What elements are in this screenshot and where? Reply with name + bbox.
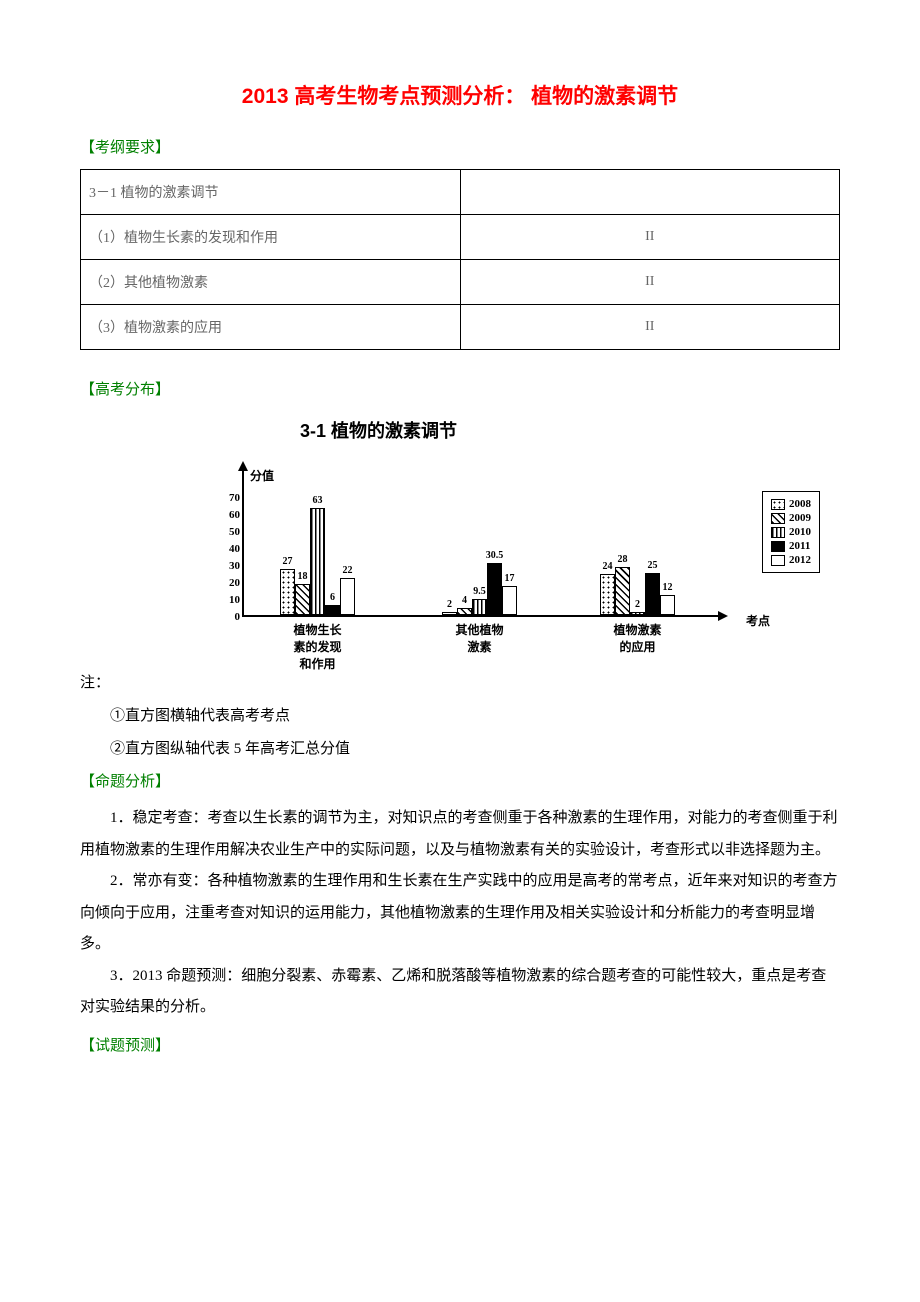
bar: 63 bbox=[310, 508, 325, 615]
page-title: 2013 高考生物考点预测分析： 植物的激素调节 bbox=[80, 80, 840, 110]
legend-label: 2010 bbox=[789, 526, 811, 538]
legend-item: 2010 bbox=[771, 526, 811, 538]
table-cell: （3）植物激素的应用 bbox=[81, 305, 461, 350]
table-cell: （2）其他植物激素 bbox=[81, 260, 461, 305]
chart: 3-1 植物的激素调节 分值 考点 20082009201020112012 0… bbox=[180, 417, 840, 661]
bar-value-label: 28 bbox=[618, 554, 628, 565]
table-row: （1）植物生长素的发现和作用 II bbox=[81, 215, 840, 260]
y-tick: 60 bbox=[218, 509, 240, 521]
bar: 2 bbox=[630, 612, 645, 615]
bar: 18 bbox=[295, 584, 310, 615]
section-prediction: 【试题预测】 bbox=[80, 1034, 840, 1055]
y-axis-label: 分值 bbox=[250, 467, 274, 484]
chart-title: 3-1 植物的激素调节 bbox=[300, 417, 840, 443]
y-tick: 30 bbox=[218, 560, 240, 572]
bar: 9.5 bbox=[472, 599, 487, 615]
legend-item: 2012 bbox=[771, 554, 811, 566]
table-cell-level: II bbox=[460, 215, 840, 260]
bar: 4 bbox=[457, 608, 472, 615]
y-tick: 70 bbox=[218, 492, 240, 504]
y-tick: 10 bbox=[218, 594, 240, 606]
x-axis-arrow bbox=[718, 611, 728, 621]
category-label: 植物生长素的发现和作用 bbox=[280, 621, 355, 672]
notes-intro: 注： bbox=[80, 671, 840, 692]
bar-group: 271863622植物生长素的发现和作用 bbox=[280, 508, 355, 615]
legend-swatch bbox=[771, 541, 785, 552]
y-axis bbox=[242, 469, 244, 617]
section-distribution: 【高考分布】 bbox=[80, 378, 840, 399]
table-cell-level: II bbox=[460, 305, 840, 350]
bar-value-label: 2 bbox=[635, 599, 640, 610]
chart-area: 分值 考点 2008 2009 2010 2011 2012 0 10 20 30 40 50 60… bbox=[180, 451, 820, 661]
bar-value-label: 4 bbox=[462, 595, 467, 606]
bar-value-label: 30.5 bbox=[486, 550, 504, 561]
bar: 22 bbox=[340, 578, 355, 615]
bar-value-label: 2 bbox=[447, 599, 452, 610]
table-header-level bbox=[460, 170, 840, 215]
y-tick: 50 bbox=[218, 526, 240, 538]
bar-value-label: 12 bbox=[663, 582, 673, 593]
x-axis bbox=[242, 615, 720, 617]
y-tick: 40 bbox=[218, 543, 240, 555]
note-2: ②直方图纵轴代表 5 年高考汇总分值 bbox=[80, 737, 840, 758]
bar-value-label: 9.5 bbox=[473, 586, 486, 597]
table-row: （2）其他植物激素 II bbox=[81, 260, 840, 305]
bar-value-label: 22 bbox=[343, 565, 353, 576]
bar: 25 bbox=[645, 573, 660, 616]
bar-group: 242822512植物激素的应用 bbox=[600, 567, 675, 615]
table-row: 3－1 植物的激素调节 bbox=[81, 170, 840, 215]
bar-value-label: 17 bbox=[505, 573, 515, 584]
bar: 30.5 bbox=[487, 563, 502, 615]
legend-item: 2009 bbox=[771, 512, 811, 524]
bar: 24 bbox=[600, 574, 615, 615]
bar-group: 249.530.517其他植物激素 bbox=[442, 563, 517, 615]
legend-swatch bbox=[771, 499, 785, 510]
y-tick: 20 bbox=[218, 577, 240, 589]
legend-label: 2008 bbox=[789, 498, 811, 510]
page: 2013 高考生物考点预测分析： 植物的激素调节 【考纲要求】 3－1 植物的激… bbox=[0, 0, 920, 1127]
bar: 28 bbox=[615, 567, 630, 615]
analysis-p2: 2．常亦有变：各种植物激素的生理作用和生长素在生产实践中的应用是高考的常考点，近… bbox=[80, 866, 840, 961]
section-syllabus: 【考纲要求】 bbox=[80, 136, 840, 157]
category-label: 植物激素的应用 bbox=[600, 621, 675, 655]
legend-label: 2011 bbox=[789, 540, 810, 552]
table-header-cell: 3－1 植物的激素调节 bbox=[81, 170, 461, 215]
chart-legend: 2008 2009 2010 2011 2012 bbox=[762, 491, 820, 573]
y-tick: 0 bbox=[218, 611, 240, 623]
bar-value-label: 6 bbox=[330, 592, 335, 603]
bar: 27 bbox=[280, 569, 295, 615]
legend-item: 2011 bbox=[771, 540, 811, 552]
bar-value-label: 63 bbox=[313, 495, 323, 506]
bar: 12 bbox=[660, 595, 675, 615]
table-cell-level: II bbox=[460, 260, 840, 305]
bar-value-label: 18 bbox=[298, 571, 308, 582]
legend-swatch bbox=[771, 527, 785, 538]
note-1: ①直方图横轴代表高考考点 bbox=[80, 704, 840, 725]
legend-item: 2008 bbox=[771, 498, 811, 510]
analysis-p3: 3．2013 命题预测：细胞分裂素、赤霉素、乙烯和脱落酸等植物激素的综合题考查的… bbox=[80, 961, 840, 1024]
legend-label: 2012 bbox=[789, 554, 811, 566]
syllabus-table: 3－1 植物的激素调节 （1）植物生长素的发现和作用 II （2）其他植物激素 … bbox=[80, 169, 840, 350]
bar-value-label: 24 bbox=[603, 561, 613, 572]
bar: 17 bbox=[502, 586, 517, 615]
category-label: 其他植物激素 bbox=[442, 621, 517, 655]
bar: 2 bbox=[442, 612, 457, 615]
bar: 6 bbox=[325, 605, 340, 615]
chart-notes: 注： ①直方图横轴代表高考考点 ②直方图纵轴代表 5 年高考汇总分值 bbox=[80, 671, 840, 758]
bar-value-label: 27 bbox=[283, 556, 293, 567]
table-cell: （1）植物生长素的发现和作用 bbox=[81, 215, 461, 260]
section-analysis: 【命题分析】 bbox=[80, 770, 840, 791]
table-row: （3）植物激素的应用 II bbox=[81, 305, 840, 350]
legend-swatch bbox=[771, 555, 785, 566]
legend-label: 2009 bbox=[789, 512, 811, 524]
bar-value-label: 25 bbox=[648, 560, 658, 571]
analysis-body: 1．稳定考查：考查以生长素的调节为主，对知识点的考查侧重于各种激素的生理作用，对… bbox=[80, 803, 840, 1024]
legend-swatch bbox=[771, 513, 785, 524]
x-axis-label: 考点 bbox=[746, 612, 770, 629]
analysis-p1: 1．稳定考查：考查以生长素的调节为主，对知识点的考查侧重于各种激素的生理作用，对… bbox=[80, 803, 840, 866]
